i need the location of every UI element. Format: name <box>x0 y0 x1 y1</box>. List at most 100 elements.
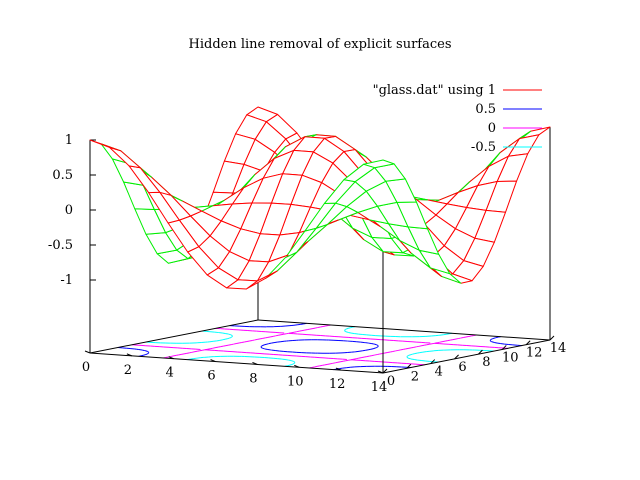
contour-segment <box>495 336 499 339</box>
contour-segment <box>468 335 472 337</box>
contour-segment <box>191 351 195 353</box>
x-tick-label: 14 <box>371 380 388 395</box>
contour-segment <box>442 340 446 343</box>
contour-segment <box>408 357 412 360</box>
contour-segment <box>189 351 192 354</box>
contour-segment <box>413 346 417 348</box>
contour-segment <box>350 326 353 329</box>
contour-segment <box>283 333 287 335</box>
contour-segment <box>376 344 379 347</box>
x-tick-label: 8 <box>249 371 257 386</box>
x-tick-labels: 0 2 4 6 8 10 12 14 <box>82 360 387 395</box>
contour-segment <box>368 342 372 345</box>
contour-segment <box>368 348 372 351</box>
contour-segment <box>219 339 223 341</box>
x-tick-label: 0 <box>82 360 90 375</box>
contour-segment <box>287 364 290 367</box>
contour-segment <box>228 333 232 336</box>
contour-segment <box>268 342 272 345</box>
contour-segment <box>228 337 231 339</box>
contour-segment <box>439 341 443 343</box>
contour-segment <box>374 343 377 346</box>
contour-segment <box>395 349 399 352</box>
contour-segment <box>228 344 232 346</box>
contour-segment <box>259 337 263 340</box>
x-tick-label: 6 <box>207 369 215 384</box>
contour-segment <box>183 352 187 355</box>
contour-segment <box>344 330 346 332</box>
contour-segment <box>147 350 149 353</box>
contour-segment <box>284 359 289 361</box>
y-tick-mark <box>406 363 412 369</box>
contour-segment <box>492 337 495 340</box>
contour-segment <box>212 347 216 349</box>
contour-segment <box>320 326 324 328</box>
contour-segment <box>316 365 320 367</box>
contour-segment <box>452 338 456 341</box>
contour-segment <box>262 344 265 346</box>
contour-segment <box>418 345 422 347</box>
contour-segment <box>147 352 150 354</box>
contour-segment <box>231 343 234 346</box>
contour-segment <box>429 343 433 345</box>
base-edge <box>382 339 551 374</box>
x-tick-mark <box>252 361 258 365</box>
contour-segment <box>387 351 391 353</box>
y-tick-label: 10 <box>502 350 519 365</box>
contour-segment <box>384 352 388 354</box>
contour-segment <box>231 335 233 338</box>
contour-segment <box>244 340 248 343</box>
y-tick-mark <box>454 354 459 360</box>
base-edge <box>89 352 384 374</box>
contour-segment <box>181 353 185 355</box>
contour-segment <box>444 340 448 342</box>
base-edge <box>257 319 551 341</box>
x-tick-label: 2 <box>124 363 132 378</box>
contour-segment <box>307 328 310 331</box>
x-tick-mark <box>294 364 300 368</box>
axes <box>84 127 555 374</box>
z-tick-labels: 1 0.5 0 -0.5 -1 <box>48 133 73 288</box>
contour-segment <box>489 339 492 341</box>
x-tick-mark <box>210 359 216 363</box>
contour-segment <box>293 362 296 364</box>
contour-segment <box>353 358 357 360</box>
contour-segment <box>365 349 369 351</box>
contour-segment <box>260 345 263 347</box>
contour-segment <box>490 340 492 342</box>
x-tick-label: 4 <box>166 366 174 381</box>
y-tick-label: 6 <box>458 360 466 375</box>
contour-segment <box>241 341 245 344</box>
y-tick-label: 8 <box>482 355 490 370</box>
contour-segment <box>337 361 341 363</box>
contour-segment <box>252 339 255 341</box>
contour-segment <box>463 336 467 339</box>
x-tick-label: 12 <box>329 377 346 392</box>
contour-segment <box>343 360 346 362</box>
contour-segment <box>366 355 370 358</box>
y-tick-mark <box>549 335 555 341</box>
contour-segment <box>374 347 377 349</box>
contour-segment <box>275 334 279 337</box>
contour-segment <box>408 347 412 349</box>
y-tick-mark <box>478 349 483 355</box>
contour-segment <box>405 347 409 350</box>
contour-segment <box>493 337 497 339</box>
contour-segment <box>410 358 415 361</box>
contour-segment <box>261 344 264 347</box>
legend-label: -0.5 <box>471 140 496 155</box>
contour-segment <box>218 346 221 348</box>
contour-segment <box>223 345 227 347</box>
contour-segment <box>144 350 148 352</box>
base-contours <box>117 322 522 371</box>
contour-segment <box>329 362 333 365</box>
contour-segment <box>230 334 233 337</box>
y-tick-label: 2 <box>411 369 419 384</box>
base-edge <box>89 319 259 354</box>
contour-segment <box>296 330 300 333</box>
contour-segment <box>424 344 427 346</box>
x-tick-mark <box>377 370 384 374</box>
contour-segment <box>143 354 146 356</box>
contour-segment <box>460 337 464 339</box>
contour-segment <box>299 330 303 332</box>
